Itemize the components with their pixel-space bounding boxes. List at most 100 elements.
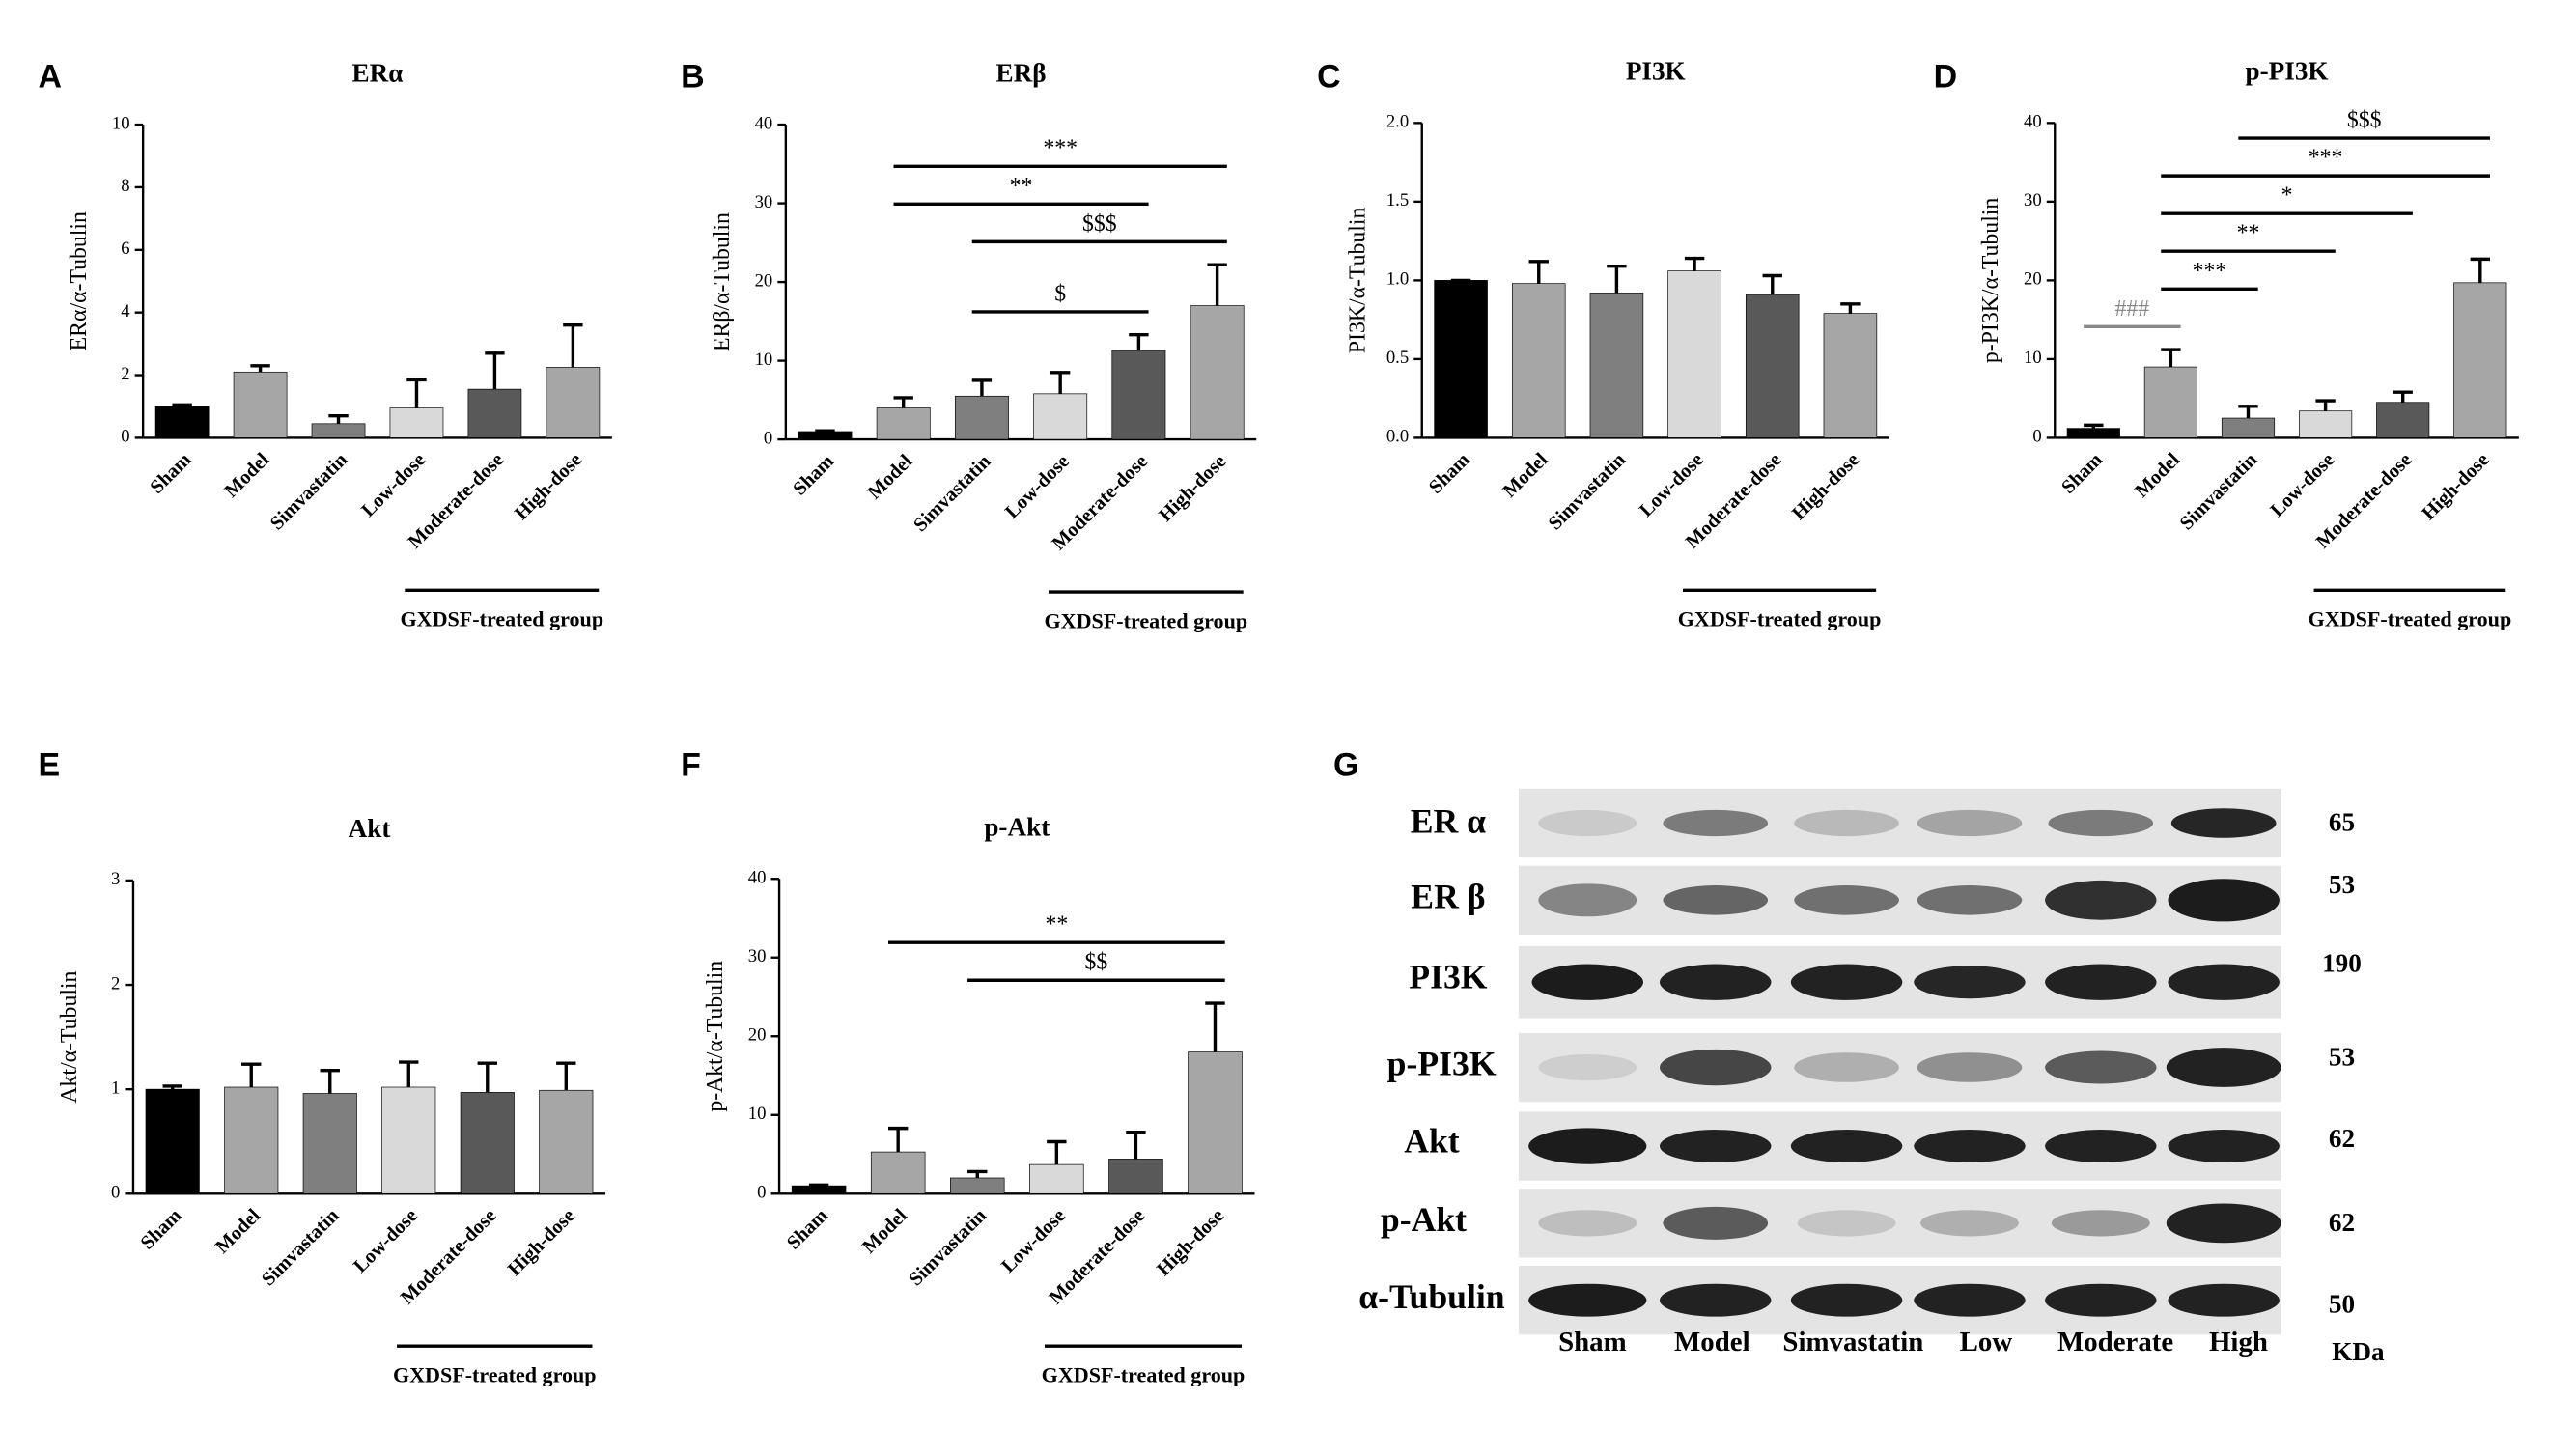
- bar: [2143, 366, 2197, 438]
- kda-label: 65: [2329, 807, 2355, 836]
- y-tick-label: 4: [121, 301, 130, 322]
- kda-unit: KDa: [2332, 1337, 2385, 1366]
- bar: [954, 395, 1009, 440]
- x-tick-label: Simvastatin: [906, 1204, 992, 1290]
- significance-label: **: [1045, 912, 1068, 938]
- y-tick-label: 0: [121, 427, 129, 447]
- y-tick-label: 1: [111, 1078, 120, 1098]
- x-tick-label: High-dose: [504, 1205, 579, 1280]
- bar: [1589, 293, 1644, 438]
- chart-title: Akt: [349, 814, 391, 843]
- y-tick-label: 20: [748, 1025, 767, 1046]
- x-tick-label: High-dose: [2418, 449, 2493, 524]
- y-tick-label: 10: [755, 350, 773, 370]
- blot-bands: [1528, 808, 2281, 1317]
- x-tick-label: Simvastatin: [266, 449, 352, 535]
- chart-title: ERα: [352, 58, 404, 87]
- y-tick-label: 0.5: [1386, 348, 1409, 368]
- kda-label: 190: [2322, 948, 2362, 977]
- x-tick-label: Sham: [783, 1205, 832, 1254]
- bar: [1029, 1163, 1084, 1194]
- chart: C PI3K PI3K/α-Tubulin 0.0 0.5 1.0 1.5 2.0 Sham Mo…: [1317, 57, 1889, 631]
- blot-lanes: Sham Model Simvastatin Low Moderate High: [1558, 1327, 2268, 1358]
- kda-label: 62: [2329, 1124, 2355, 1153]
- panel-letter: E: [38, 747, 60, 784]
- kda-label: 53: [2329, 1042, 2355, 1071]
- bar: [1188, 1051, 1243, 1194]
- bar: [876, 407, 931, 440]
- y-tick-label: 40: [748, 868, 767, 888]
- bar: [224, 1086, 279, 1194]
- x-tick-label: Simvastatin: [2176, 449, 2262, 535]
- bar: [1667, 270, 1721, 438]
- chart: Fp-Akt p-Akt/α-Tubulin 0 10 20 30 40 Sham ModelS…: [681, 747, 1255, 1387]
- bar: [950, 1177, 1005, 1194]
- bar: [1108, 1159, 1163, 1194]
- x-tick-label: Model: [211, 1205, 265, 1258]
- y-tick-label: 40: [755, 113, 773, 133]
- y-tick-label: 0: [111, 1183, 120, 1203]
- panel-letter: C: [1317, 58, 1341, 95]
- x-tick-label: Sham: [2057, 449, 2107, 498]
- lane-label: Model: [1674, 1327, 1750, 1358]
- significance-label: ###: [2115, 296, 2150, 322]
- bar: [154, 406, 210, 438]
- y-axis-label: p-Akt/α-Tubulin: [703, 961, 728, 1112]
- bar: [389, 407, 444, 438]
- significance-label: $: [1054, 281, 1066, 306]
- bar: [460, 1092, 515, 1194]
- group-label: GXDSF-treated group: [1042, 1363, 1246, 1387]
- x-tick-label: High-dose: [1788, 449, 1863, 524]
- bar: [1434, 280, 1488, 438]
- x-tick-label: Low-dose: [1636, 449, 1708, 521]
- bar: [467, 388, 522, 438]
- bar: [145, 1088, 200, 1194]
- significance-label: $$: [1084, 950, 1107, 975]
- x-tick-label: Low-dose: [1001, 451, 1074, 523]
- group-label: GXDSF-treated group: [1045, 608, 1248, 632]
- bar: [1745, 294, 1800, 438]
- bar: [870, 1151, 926, 1194]
- y-axis-label: p-PI3K/α-Tubulin: [1978, 198, 2003, 363]
- bar: [1511, 283, 1566, 438]
- panel-letter: G: [1333, 747, 1358, 784]
- row-label: α-Tubulin: [1358, 1277, 1505, 1316]
- y-tick-label: 3: [111, 869, 120, 889]
- row-label: Akt: [1404, 1122, 1460, 1161]
- lane-label: High: [2209, 1327, 2268, 1358]
- bar: [311, 423, 366, 438]
- chart-title: p-PI3K: [2246, 57, 2329, 86]
- y-tick-label: 0.0: [1386, 427, 1409, 447]
- y-axis-label: ERβ/α-Tubulin: [710, 212, 735, 351]
- x-tick-label: Model: [220, 449, 273, 502]
- significance-label: **: [1010, 174, 1033, 199]
- bar: [381, 1086, 436, 1194]
- significance-label: ***: [2309, 146, 2343, 171]
- significance-label: ***: [1043, 136, 1078, 161]
- x-tick-label: Sham: [137, 1205, 186, 1254]
- kda-label: 62: [2329, 1208, 2355, 1237]
- y-tick-label: 2: [121, 364, 129, 384]
- y-tick-label: 0: [757, 1183, 766, 1203]
- y-tick-label: 0: [2032, 427, 2041, 447]
- bar: [798, 431, 853, 440]
- x-tick-label: High-dose: [1153, 1205, 1228, 1280]
- x-tick-label: Simvastatin: [1545, 449, 1631, 535]
- x-tick-label: Sham: [146, 449, 195, 498]
- x-tick-label: High-dose: [511, 449, 586, 524]
- y-axis-label: ERα/α-Tubulin: [67, 211, 92, 350]
- x-tick-label: Sham: [1425, 449, 1474, 498]
- row-label: PI3K: [1409, 958, 1487, 996]
- blot-strips: [1518, 788, 2281, 1335]
- y-tick-label: 1.5: [1386, 190, 1409, 210]
- y-tick-label: 20: [755, 270, 773, 291]
- x-tick-label: Low-dose: [350, 1205, 422, 1277]
- bar: [546, 367, 601, 438]
- x-tick-label: Low-dose: [997, 1205, 1070, 1277]
- x-tick-label: Model: [864, 451, 917, 504]
- row-label: ER α: [1411, 801, 1486, 840]
- y-tick-label: 2.0: [1386, 112, 1409, 132]
- chart-title: ERβ: [996, 58, 1047, 87]
- panel-letter: D: [1934, 58, 1958, 95]
